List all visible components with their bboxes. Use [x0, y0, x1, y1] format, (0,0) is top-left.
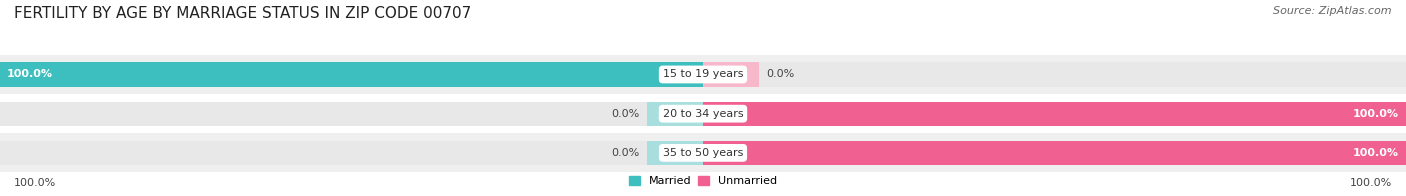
Bar [647, 102, 703, 126]
Text: 15 to 19 years: 15 to 19 years [662, 69, 744, 80]
Text: FERTILITY BY AGE BY MARRIAGE STATUS IN ZIP CODE 00707: FERTILITY BY AGE BY MARRIAGE STATUS IN Z… [14, 6, 471, 21]
Bar [0, 55, 1406, 94]
Bar [0, 62, 703, 87]
Bar [703, 102, 1406, 126]
Text: 100.0%: 100.0% [1353, 148, 1399, 158]
Text: Source: ZipAtlas.com: Source: ZipAtlas.com [1274, 6, 1392, 16]
Bar [703, 141, 1406, 165]
Bar [647, 141, 703, 165]
Text: 35 to 50 years: 35 to 50 years [662, 148, 744, 158]
Bar [703, 102, 1406, 126]
Bar [703, 62, 1406, 87]
Legend: Married, Unmarried: Married, Unmarried [624, 171, 782, 191]
Text: 100.0%: 100.0% [1350, 178, 1392, 188]
Text: 20 to 34 years: 20 to 34 years [662, 109, 744, 119]
Bar [703, 62, 759, 87]
Text: 0.0%: 0.0% [612, 148, 640, 158]
Text: 0.0%: 0.0% [612, 109, 640, 119]
Text: 0.0%: 0.0% [766, 69, 794, 80]
Bar [703, 141, 1406, 165]
Bar [0, 141, 703, 165]
Text: 100.0%: 100.0% [14, 178, 56, 188]
Bar [0, 94, 1406, 133]
Text: 100.0%: 100.0% [7, 69, 53, 80]
Bar [0, 102, 703, 126]
Text: 100.0%: 100.0% [1353, 109, 1399, 119]
Bar [0, 62, 703, 87]
Bar [0, 133, 1406, 172]
